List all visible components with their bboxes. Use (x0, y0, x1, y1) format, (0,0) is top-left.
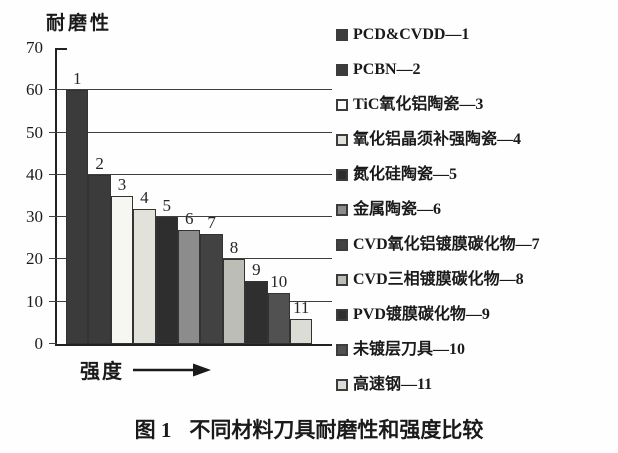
bar-5 (155, 217, 178, 344)
bar-10 (267, 293, 290, 344)
legend-marker-4 (336, 133, 348, 146)
bar-value-label-11: 11 (293, 297, 310, 317)
legend-label-6: 金属陶瓷—6 (353, 201, 442, 218)
legend-item-2: PCBN—2 (336, 60, 540, 79)
legend-item-3: TiC氧化铝陶瓷—3 (336, 95, 540, 114)
bar-2 (88, 174, 111, 344)
x-axis-title: 强度 (80, 355, 213, 384)
legend-label-8: CVD三相镀膜碳化物—8 (353, 271, 524, 288)
bar-6 (178, 229, 201, 344)
bar-1 (66, 90, 89, 344)
legend-marker-9 (336, 308, 348, 321)
bar-value-label-3: 3 (117, 175, 127, 194)
legend-item-1: PCD&CVDD—1 (336, 25, 540, 44)
legend-item-4: 氧化铝晶须补强陶瓷—4 (336, 130, 540, 149)
y-tick-label-20: 20 (26, 249, 43, 269)
bar-value-label-2: 2 (95, 153, 104, 173)
y-tick-40 (49, 173, 57, 175)
legend-item-10: 未镀层刀具—10 (336, 340, 540, 359)
legend-marker-1 (336, 28, 348, 41)
legend-label-5: 氮化硅陶瓷—5 (353, 166, 458, 183)
legend-marker-10 (336, 343, 348, 356)
y-tick-label-10: 10 (26, 291, 43, 311)
bar-8 (222, 259, 246, 344)
legend: PCD&CVDD—1 PCBN—2 TiC氧化铝陶瓷—3 氧化铝晶须补强陶瓷—4 氮化硅… (336, 25, 540, 394)
y-tick-label-40: 40 (26, 164, 43, 184)
y-tick-10 (49, 300, 57, 302)
legend-marker-11 (336, 378, 348, 391)
plot-area: 0 10 20 30 40 50 60 70 1 2 3 4 5 6 7 8 9 10 11 (26, 39, 332, 353)
legend-label-1: PCD&CVDD—1 (353, 26, 470, 43)
legend-label-2: PCBN—2 (353, 61, 421, 78)
y-tick-70 (57, 48, 67, 50)
gridline-60 (57, 89, 332, 91)
bar-value-label-4: 4 (140, 187, 149, 207)
legend-label-7: CVD氧化铝镀膜碳化物—7 (353, 236, 540, 253)
bar-4 (133, 208, 156, 344)
legend-marker-5 (336, 168, 348, 181)
bar-value-label-1: 1 (72, 69, 82, 89)
legend-label-3: TiC氧化铝陶瓷—3 (353, 96, 484, 113)
bar-3 (110, 196, 134, 344)
legend-item-5: 氮化硅陶瓷—5 (336, 165, 540, 184)
figure-caption-text: 不同材料刀具耐磨性和强度比较 (189, 418, 484, 442)
legend-marker-7 (336, 238, 348, 251)
legend-marker-6 (336, 203, 348, 216)
bar-value-label-5: 5 (162, 196, 172, 216)
y-tick-label-60: 60 (26, 80, 43, 100)
y-axis-title: 耐磨性 (46, 13, 113, 34)
figure-caption: 图 1 不同材料刀具耐磨性和强度比较 (0, 414, 618, 444)
gridline-30 (57, 216, 332, 218)
legend-label-9: PVD镀膜碳化物—9 (353, 306, 490, 323)
y-tick-label-30: 30 (26, 207, 43, 227)
y-tick-0 (49, 343, 57, 344)
gridline-50 (57, 131, 332, 133)
legend-marker-2 (336, 63, 348, 76)
bar-value-label-9: 9 (252, 259, 261, 279)
bar-value-label-10: 10 (270, 272, 288, 292)
legend-label-4: 氧化铝晶须补强陶瓷—4 (353, 131, 522, 148)
bar-7 (200, 234, 223, 344)
legend-label-10: 未镀层刀具—10 (353, 341, 466, 358)
legend-label-11: 高速钢—11 (353, 376, 433, 393)
gridline-40 (57, 173, 332, 175)
x-axis-title-label: 强度 (80, 361, 124, 383)
y-tick-50 (49, 131, 57, 133)
legend-marker-3 (336, 98, 348, 111)
bar-value-label-8: 8 (229, 238, 239, 258)
arrow-right-icon (133, 363, 211, 376)
bar-11 (290, 318, 313, 344)
bar-value-label-6: 6 (184, 208, 194, 228)
y-tick-30 (49, 216, 57, 218)
legend-item-6: 金属陶瓷—6 (336, 200, 540, 219)
y-tick-60 (49, 89, 57, 91)
y-tick-label-0: 0 (34, 334, 44, 353)
legend-item-11: 高速钢—11 (336, 375, 540, 394)
legend-marker-8 (336, 273, 348, 286)
y-tick-20 (49, 258, 57, 260)
y-tick-label-70: 70 (26, 38, 43, 57)
legend-item-7: CVD氧化铝镀膜碳化物—7 (336, 235, 540, 254)
bar-9 (245, 280, 268, 344)
legend-item-8: CVD三相镀膜碳化物—8 (336, 270, 540, 289)
legend-item-9: PVD镀膜碳化物—9 (336, 305, 540, 324)
y-tick-label-50: 50 (26, 122, 43, 142)
bar-value-label-7: 7 (207, 213, 216, 233)
figure-caption-number: 图 1 (134, 418, 172, 442)
